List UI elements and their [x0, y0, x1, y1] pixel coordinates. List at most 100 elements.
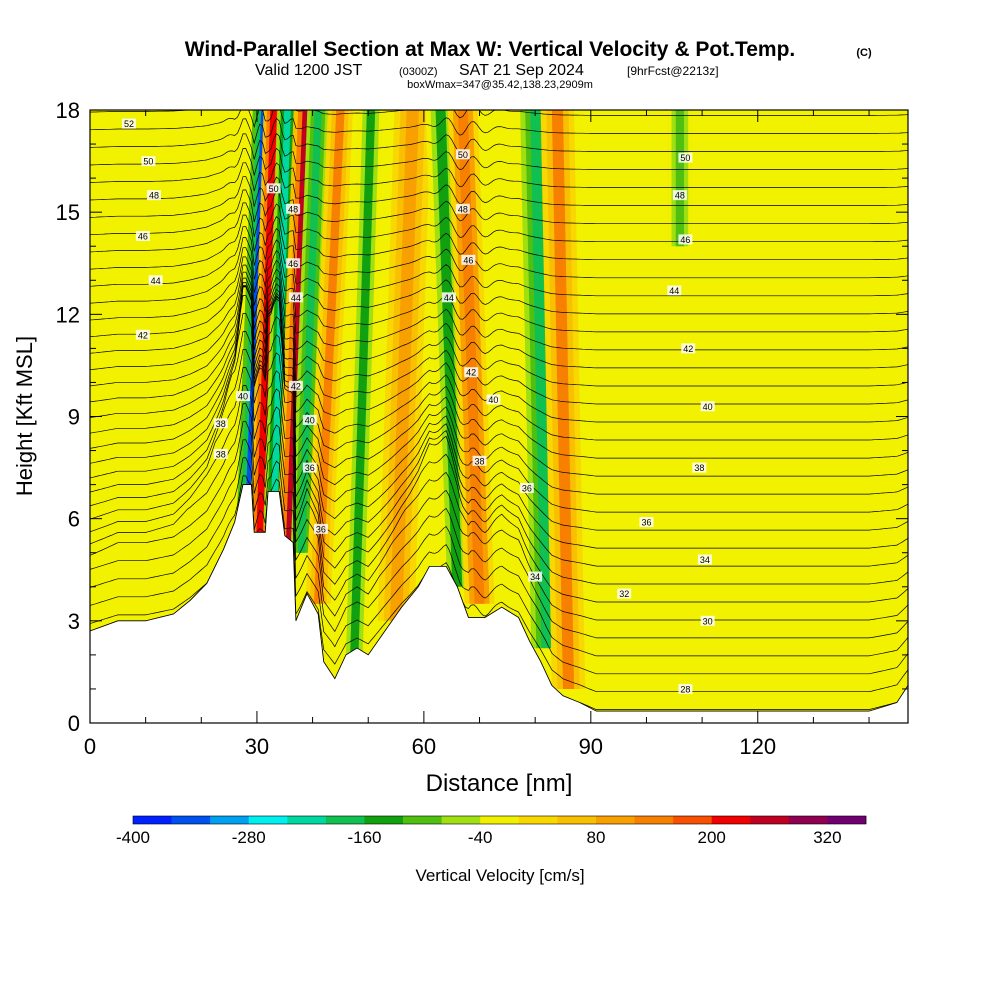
velocity-band-shape	[551, 110, 575, 689]
contour-label-text: 50	[143, 157, 153, 167]
contour-label: 38	[472, 455, 487, 466]
velocity-band-shape	[457, 110, 485, 604]
contour-label: 44	[441, 292, 456, 303]
contour-label-text: 46	[680, 235, 690, 245]
y-axis-label: Height [Kft MSL]	[12, 336, 37, 496]
contour-label-text: 40	[488, 395, 498, 405]
contour-label-text: 50	[680, 153, 690, 163]
contour-label-text: 36	[641, 518, 651, 528]
theta-contour	[90, 385, 908, 585]
plot-area: 52 50 48 46 44 42 40 38 38 50 48 46 44 42 40 36 36 50 48 46…	[90, 110, 908, 723]
colorbar-swatch	[248, 816, 288, 824]
theta-contour	[90, 271, 908, 387]
contour-label: 36	[639, 517, 654, 528]
contour-label-text: 42	[138, 330, 148, 340]
contour-label-text: 38	[475, 456, 485, 466]
x-axis: 0 30 60 90 120	[84, 110, 870, 759]
contour-label-text: 42	[291, 381, 301, 391]
colorbar-tick-label: 200	[697, 828, 725, 847]
contour-label-text: 52	[124, 119, 134, 129]
contour-label: 40	[486, 394, 501, 405]
theta-contour	[90, 282, 908, 423]
contour-label: 46	[135, 231, 150, 242]
velocity-band-shape	[297, 110, 322, 553]
velocity-band-6	[341, 110, 384, 655]
theta-contour	[90, 189, 908, 243]
contour-label-text: 42	[683, 344, 693, 354]
theta-contour	[90, 349, 908, 549]
forecast-label: [9hrFcst@2213z]	[627, 64, 719, 78]
velocity-band-shape	[435, 110, 463, 587]
contour-label-text: 48	[149, 191, 159, 201]
contour-label: 44	[667, 285, 682, 296]
contour-label-text: 30	[703, 616, 713, 626]
colorbar-swatch	[673, 816, 712, 824]
x-tick-label: 120	[739, 734, 776, 759]
colorbar-swatch	[325, 816, 365, 824]
contour-label-text: 36	[316, 524, 326, 534]
contour-label-text: 34	[530, 572, 540, 582]
theta-contour	[90, 256, 908, 351]
colorbar-swatch	[711, 816, 751, 824]
theta-contour	[90, 439, 908, 639]
theta-contour	[90, 286, 908, 459]
contour-label: 40	[302, 414, 317, 425]
contour-label: 50	[266, 183, 281, 194]
theta-contour	[90, 237, 908, 315]
theta-contour	[90, 226, 908, 297]
contour-label-text: 44	[444, 293, 454, 303]
theta-contour	[90, 475, 908, 675]
y-tick-label: 18	[56, 98, 80, 123]
colorbar-swatch	[287, 816, 327, 824]
colorbar-tick-label: -160	[347, 828, 381, 847]
y-tick-label: 0	[68, 711, 80, 736]
colorbar-frame	[132, 815, 867, 825]
contour-label: 50	[678, 152, 693, 163]
theta-contour-labels: 52 50 48 46 44 42 40 38 38 50 48 46 44 42 40 36 36 50 48 46…	[121, 118, 715, 694]
colorbar-tick-label: 80	[586, 828, 605, 847]
colorbar-tick-label: -400	[116, 828, 150, 847]
colorbar-swatch	[750, 816, 790, 824]
contour-label: 38	[692, 462, 707, 473]
contour-label: 40	[700, 401, 715, 412]
y-tick-label: 9	[68, 405, 80, 430]
theta-contour	[90, 117, 908, 153]
y-tick-label: 15	[56, 200, 80, 225]
velocity-band-shape	[350, 110, 376, 655]
contour-label: 38	[213, 448, 228, 459]
x-tick-label: 30	[245, 734, 269, 759]
theta-contour	[90, 110, 908, 119]
contour-label: 40	[236, 391, 251, 402]
contour-label: 48	[286, 203, 301, 214]
theta-contour	[90, 457, 908, 657]
contour-label-text: 34	[700, 555, 710, 565]
valid-time-label: Valid 1200 JST	[255, 62, 363, 79]
contour-label-text: 50	[458, 150, 468, 160]
contour-label-text: 40	[305, 415, 315, 425]
box-wmax-label: boxWmax=347@35.42,138.23,2909m	[407, 79, 593, 91]
theta-contour	[90, 176, 908, 225]
contour-label: 32	[617, 588, 632, 599]
colorbar-swatch	[171, 816, 211, 824]
contour-label-text: 36	[305, 463, 315, 473]
copyright-mark: (C)	[856, 47, 872, 59]
contour-label: 42	[681, 343, 696, 354]
contour-label: 50	[141, 156, 156, 167]
contour-label-text: 42	[466, 368, 476, 378]
y-tick-label: 6	[68, 507, 80, 532]
contour-label-text: 46	[138, 232, 148, 242]
velocity-band-12	[667, 110, 693, 247]
contour-label: 28	[678, 683, 693, 694]
contour-label: 46	[461, 254, 476, 265]
theta-contour	[90, 247, 908, 333]
theta-contour	[90, 421, 908, 621]
theta-contour	[90, 331, 908, 531]
theta-contour	[90, 147, 908, 188]
valid-date-label: SAT 21 Sep 2024	[459, 62, 584, 79]
terrain-mask	[90, 484, 908, 723]
velocity-band-4	[290, 110, 330, 553]
contour-label: 46	[286, 258, 301, 269]
colorbar-swatch	[480, 816, 520, 824]
colorbar: -400 -280 -160 -40 80 200 320	[116, 815, 867, 847]
contour-label: 48	[455, 203, 470, 214]
